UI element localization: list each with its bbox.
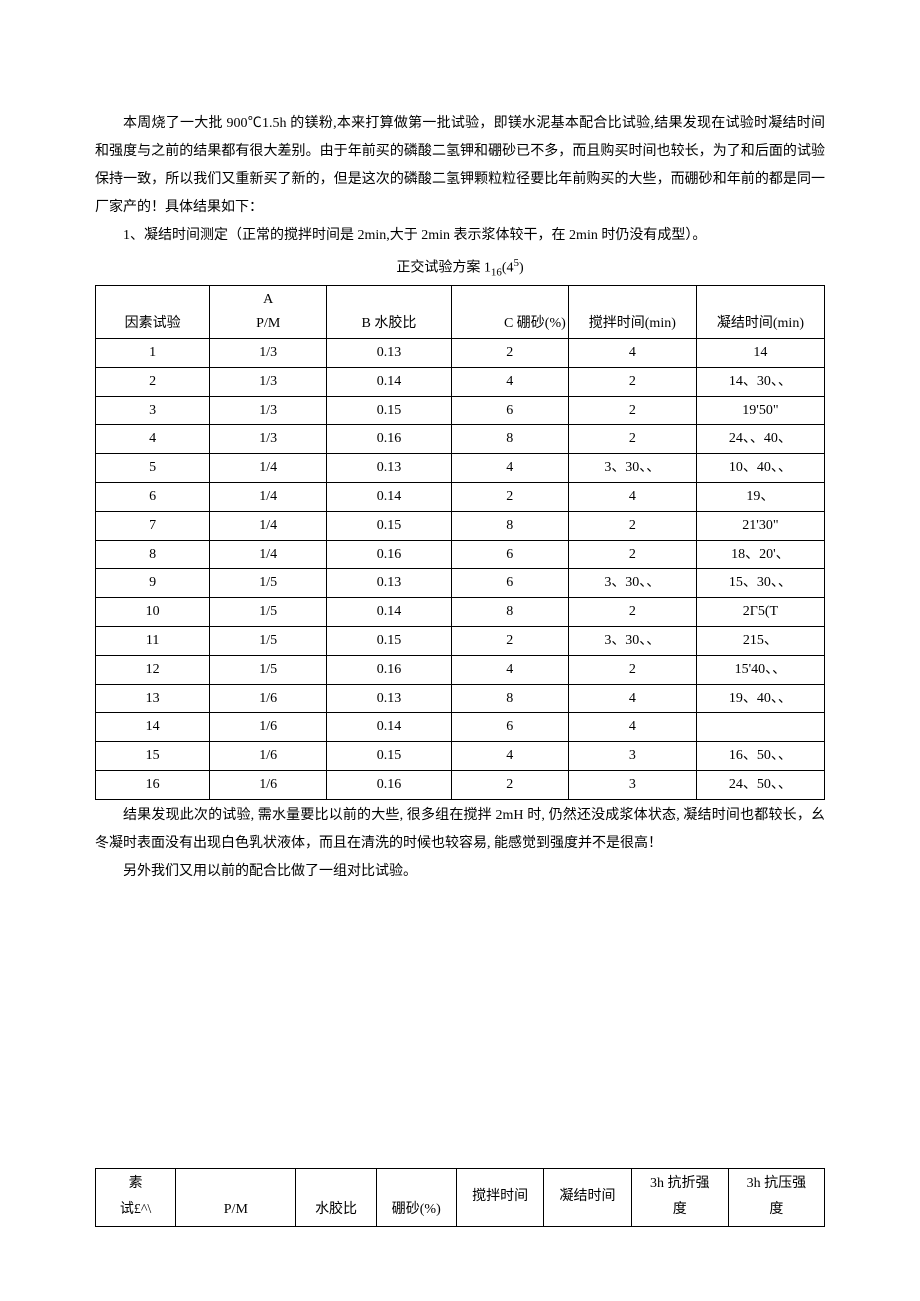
- th2-mix-time: 搅拌时间: [456, 1168, 543, 1226]
- table-row: 21/30.144214、30、、: [96, 367, 825, 396]
- table-row: 11/30.132414: [96, 339, 825, 368]
- table-row: 61/40.142419、: [96, 483, 825, 512]
- paragraph-2: 1、凝结时间测定（正常的搅拌时间是 2min,大于 2min 表示浆体较干，在 …: [95, 222, 825, 250]
- table-2: 素试£^\ P/M 水胶比 硼砂(%) 搅拌时间 凝结时间 3h 抗折强度 3h…: [95, 1168, 825, 1227]
- th-water-binder: B 水胶比: [327, 286, 451, 339]
- table-row: 121/50.164215'40、、: [96, 655, 825, 684]
- th2-set-time: 凝结时间: [544, 1168, 631, 1226]
- caption-sub: 16: [491, 266, 502, 278]
- th-borax: C 硼砂(%): [451, 286, 568, 339]
- paragraph-1: 本周烧了一大批 900℃1.5h 的镁粉,本来打算做第一批试验，即镁水泥基本配合…: [95, 110, 825, 222]
- table-row: 81/40.166218、20'、: [96, 540, 825, 569]
- table-row: 31/30.156219'50": [96, 396, 825, 425]
- th-factor: 因素试验: [96, 286, 210, 339]
- table1-caption: 正交试验方案 116(45): [95, 252, 825, 283]
- table-row: 41/30.168224、、40、: [96, 425, 825, 454]
- th2-water-binder: 水胶比: [296, 1168, 376, 1226]
- caption-end: ): [519, 261, 524, 276]
- table-row: 131/60.138419、40、、: [96, 684, 825, 713]
- th2-factor: 素试£^\: [96, 1168, 176, 1226]
- table-row: 161/60.162324、50、、: [96, 771, 825, 800]
- table2-header-row: 素试£^\ P/M 水胶比 硼砂(%) 搅拌时间 凝结时间 3h 抗折强度 3h…: [96, 1168, 825, 1226]
- table-header-row: 因素试验 AP/M B 水胶比 C 硼砂(%) 搅拌时间(min) 凝结时间(m…: [96, 286, 825, 339]
- table-row: 71/40.158221'30": [96, 511, 825, 540]
- paragraph-3: 结果发现此次的试验, 需水量要比以前的大些, 很多组在搅拌 2mH 时, 仍然还…: [95, 802, 825, 858]
- table-row: 101/50.14822Γ5(Τ: [96, 598, 825, 627]
- table-row: 151/60.154316、50、、: [96, 742, 825, 771]
- table-row: 141/60.1464: [96, 713, 825, 742]
- caption-mid: (4: [502, 261, 514, 276]
- table-1: 因素试验 AP/M B 水胶比 C 硼砂(%) 搅拌时间(min) 凝结时间(m…: [95, 285, 825, 799]
- th2-pm: P/M: [176, 1168, 296, 1226]
- th2-comp-strength: 3h 抗压强度: [728, 1168, 824, 1226]
- th-set-time: 凝结时间(min): [696, 286, 824, 339]
- paragraph-4: 另外我们又用以前的配合比做了一组对比试验。: [95, 858, 825, 886]
- table-row: 91/50.1363、30、、15、30、、: [96, 569, 825, 598]
- th2-borax: 硼砂(%): [376, 1168, 456, 1226]
- th-pm: AP/M: [210, 286, 327, 339]
- th-mix-time: 搅拌时间(min): [568, 286, 696, 339]
- caption-prefix: 正交试验方案 1: [396, 261, 491, 276]
- th2-flex-strength: 3h 抗折强度: [631, 1168, 728, 1226]
- table-row: 111/50.1523、30、、215、: [96, 627, 825, 656]
- table-row: 51/40.1343、30、、10、40、、: [96, 454, 825, 483]
